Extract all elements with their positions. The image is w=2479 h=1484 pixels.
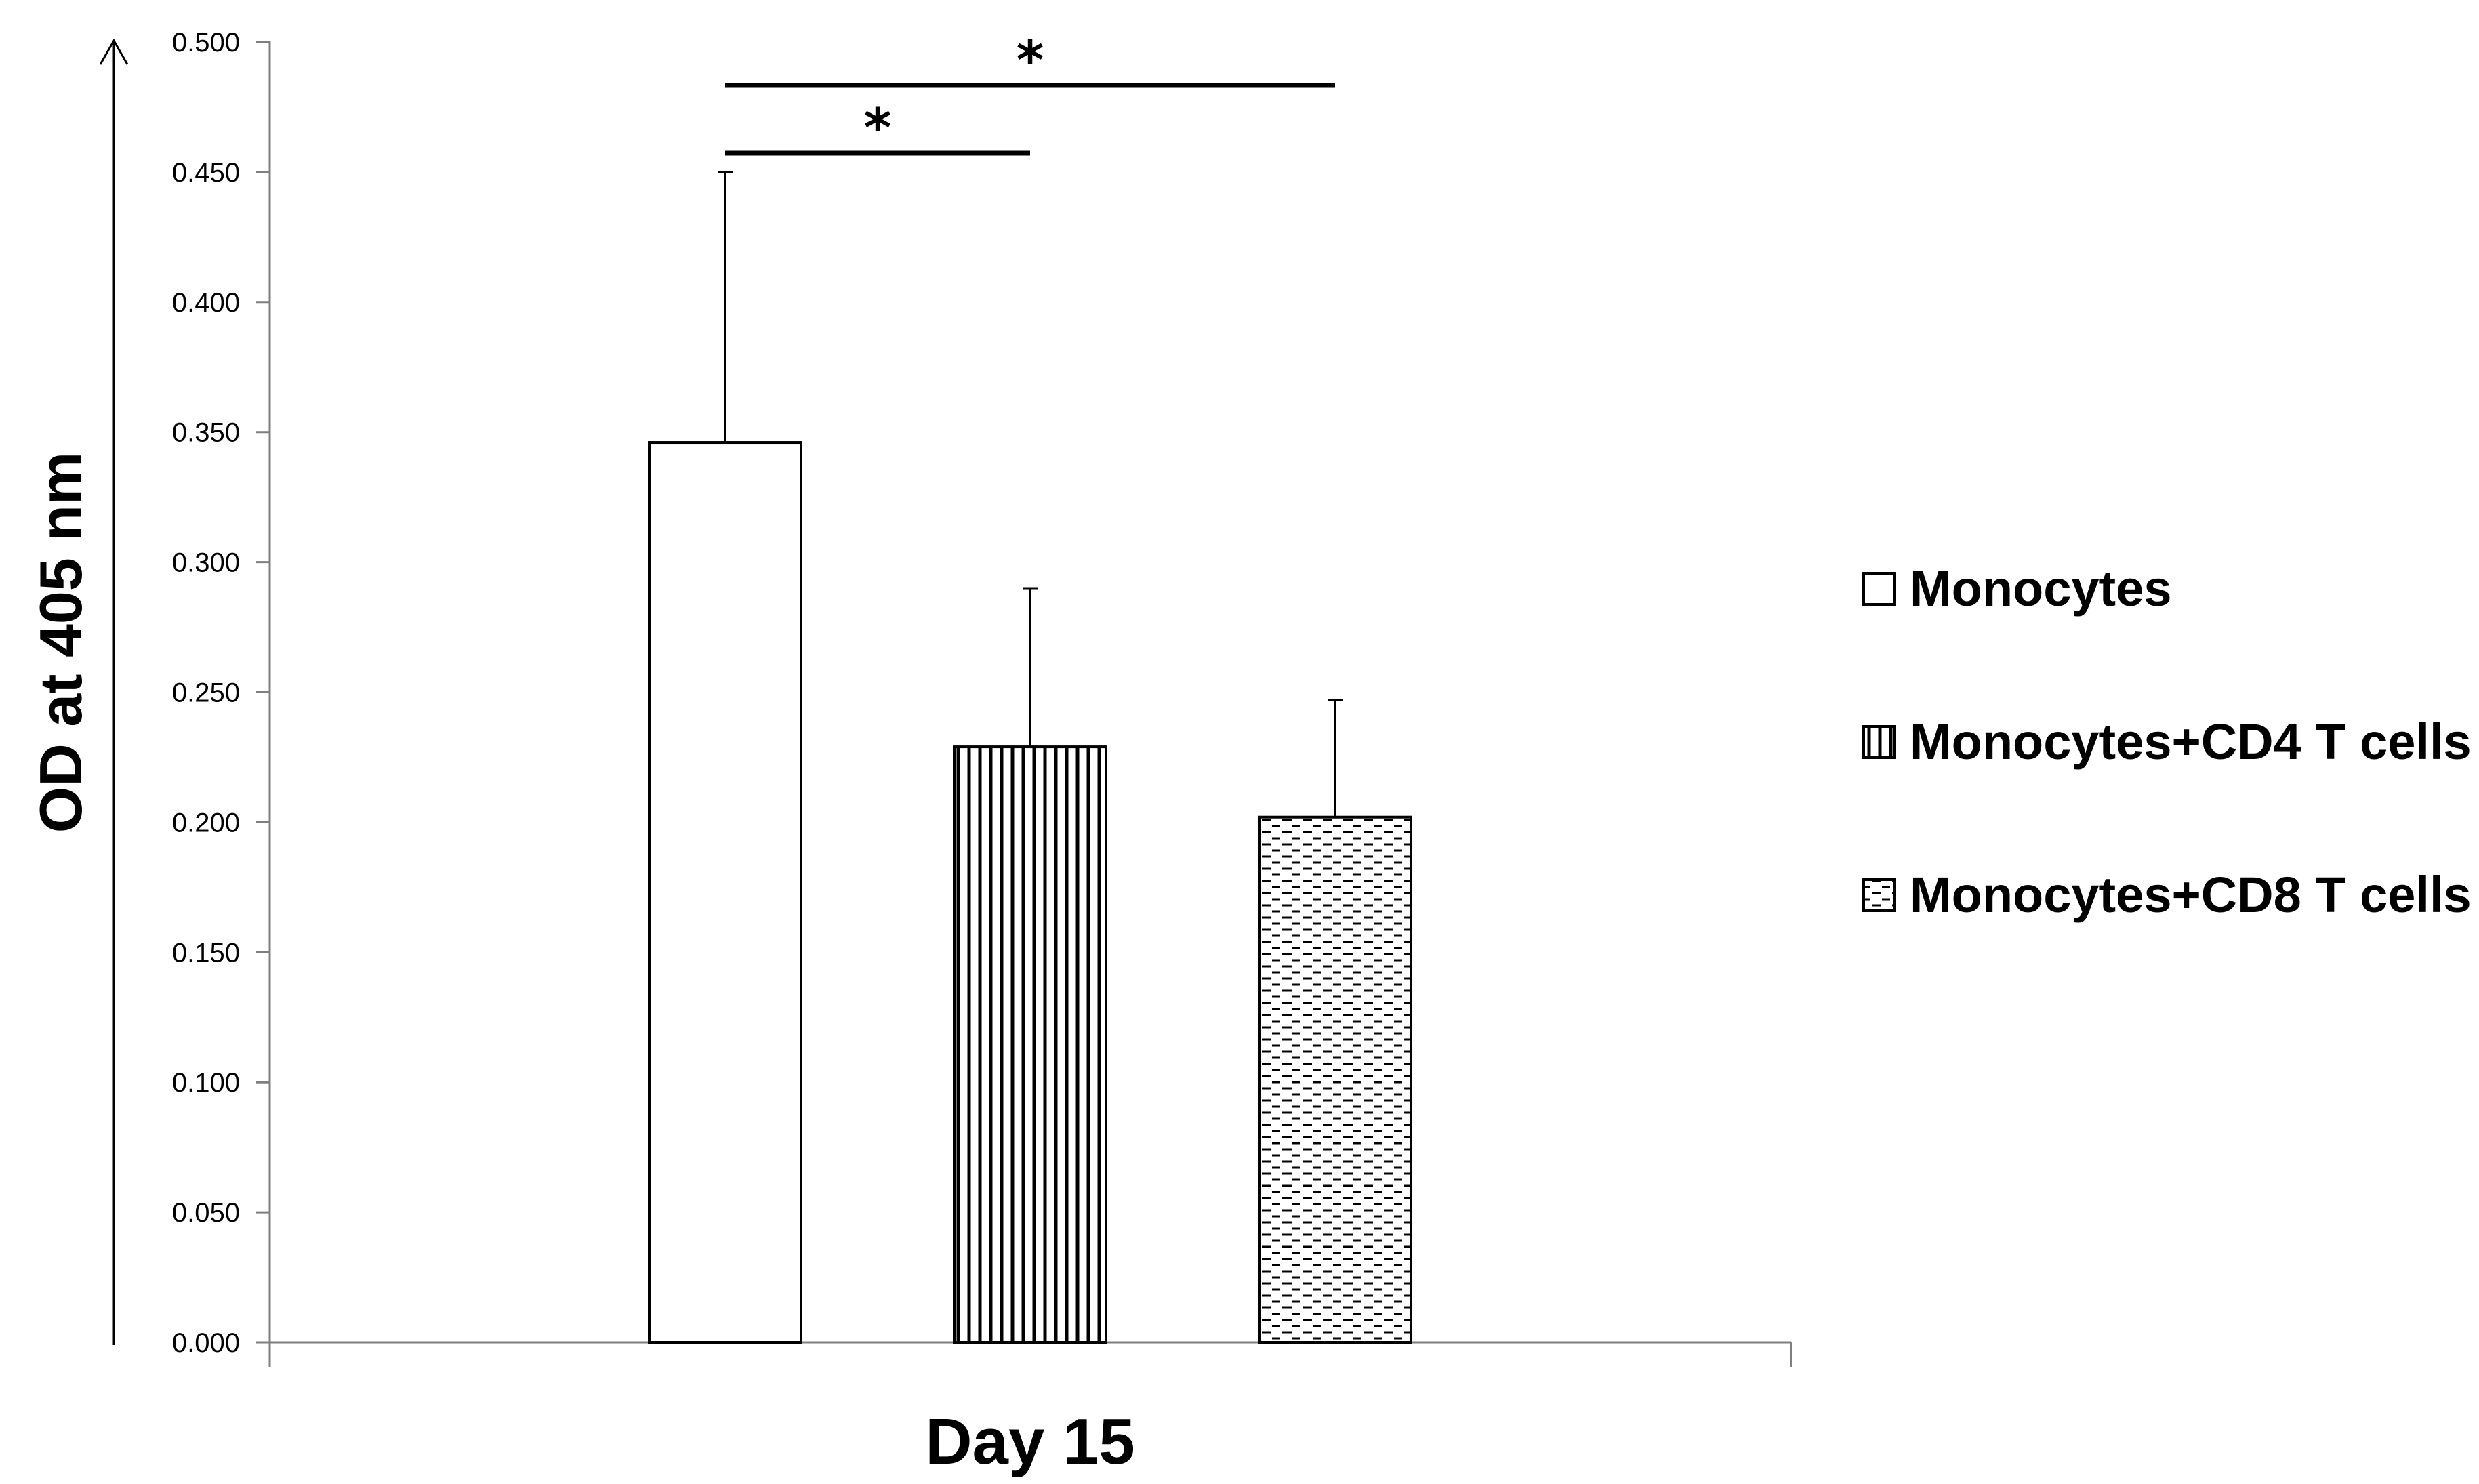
legend: Monocytes Monocytes+CD4 T cells Monocytes+… [1862,560,2472,923]
y-tick-label: 0.450 [172,158,240,188]
y-tick-label: 0.350 [172,418,240,448]
bar-monocytes [648,441,802,1344]
y-tick-label: 0.400 [172,288,240,318]
significance-star: * [864,98,892,159]
x-axis-title: Day 15 [925,1405,1135,1478]
legend-label: Monocytes+CD4 T cells [1910,714,2472,770]
y-ticks: 0.000 0.050 0.100 0.150 0.200 0.250 0.300 0.350… [172,28,270,1358]
y-tick-label: 0.050 [172,1198,240,1228]
y-tick-label: 0.300 [172,548,240,578]
significance-brackets: ** [725,30,1335,159]
bar-monocytes-cd8-t-cells [1258,815,1412,1344]
error-bars [718,171,1343,817]
y-tick-label: 0.250 [172,678,240,708]
legend-swatch [1862,878,1896,912]
bar-monocytes-cd4-t-cells [953,745,1107,1344]
y-tick-label: 0.500 [172,28,240,58]
significance-star: * [1017,30,1044,91]
y-axis-title: OD at 405 nm [27,452,94,833]
y-tick-label: 0.200 [172,808,240,838]
bars [648,441,1412,1344]
y-tick-label: 0.150 [172,938,240,968]
y-tick-label: 0.100 [172,1068,240,1098]
legend-label: Monocytes+CD8 T cells [1910,867,2472,923]
y-arrow-head-icon [99,38,129,65]
legend-label: Monocytes [1910,560,2172,617]
y-tick-label: 0.000 [172,1328,240,1358]
legend-swatch [1862,572,1896,606]
legend-swatch [1862,725,1896,759]
